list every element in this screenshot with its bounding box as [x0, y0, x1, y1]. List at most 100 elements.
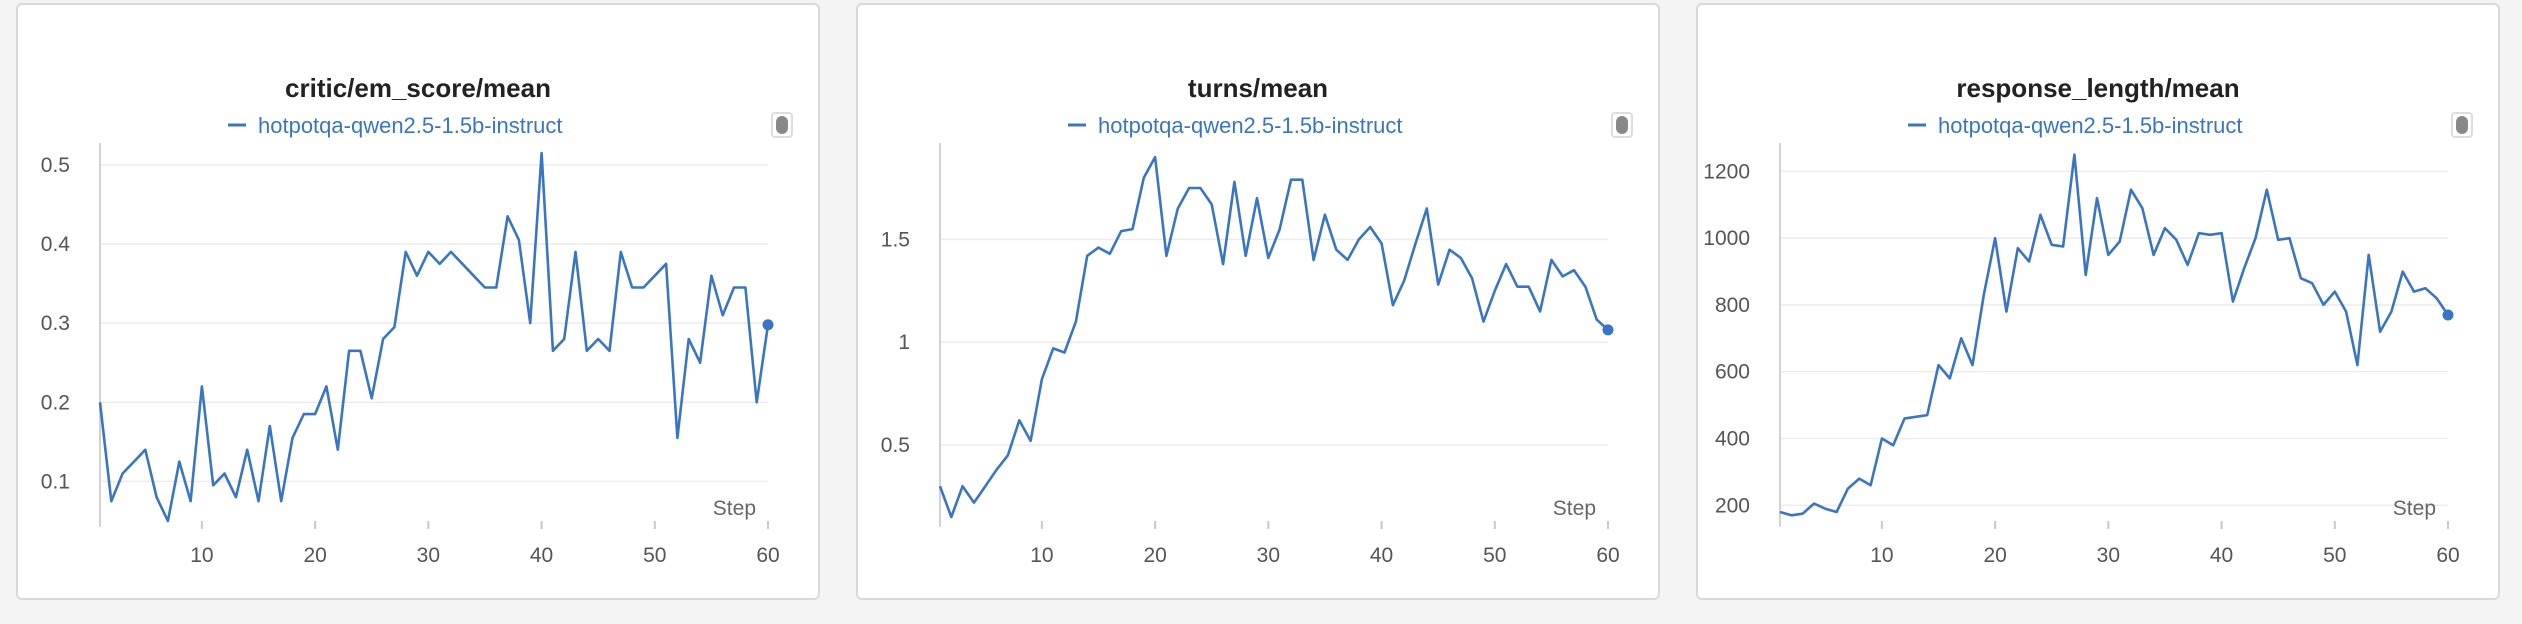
data-point	[2344, 310, 2348, 314]
data-point	[1232, 180, 1236, 184]
data-point	[155, 495, 159, 499]
data-point	[143, 448, 147, 452]
legend-label[interactable]: hotpotqa-qwen2.5-1.5b-instruct	[258, 113, 563, 138]
toggle-frame	[1611, 112, 1633, 138]
data-point	[540, 151, 544, 155]
data-point	[1447, 248, 1451, 252]
data-point	[653, 274, 657, 278]
data-point	[1846, 487, 1850, 491]
data-point	[1187, 186, 1191, 190]
data-point	[324, 384, 328, 388]
data-point	[506, 214, 510, 218]
data-point	[392, 325, 396, 329]
legend-label[interactable]: hotpotqa-qwen2.5-1.5b-instruct	[1938, 113, 2243, 138]
data-point	[98, 400, 102, 404]
data-point	[1504, 262, 1508, 266]
data-point	[1312, 258, 1316, 262]
data-point	[983, 484, 987, 488]
data-point	[949, 515, 953, 519]
chart-svg: turns/mean hotpotqa-qwen2.5-1.5b-instruct…	[881, 73, 1633, 567]
data-point	[2299, 276, 2303, 280]
data-point	[336, 448, 340, 452]
data-point	[1538, 309, 1542, 313]
x-tick-label: 60	[1596, 544, 1619, 567]
data-point	[438, 262, 442, 266]
y-tick-label: 600	[1715, 361, 1750, 384]
data-point	[1891, 443, 1895, 447]
data-point	[1221, 262, 1225, 266]
data-point	[472, 274, 476, 278]
data-point	[2254, 236, 2258, 240]
data-point	[2174, 238, 2178, 242]
data-point	[1959, 336, 1963, 340]
data-point	[121, 471, 125, 475]
data-point	[1391, 303, 1395, 307]
data-point	[732, 286, 736, 290]
data-point	[2333, 290, 2337, 294]
data-point	[1323, 213, 1327, 217]
data-point	[1040, 377, 1044, 381]
settings-toggle-icon[interactable]	[2451, 112, 2473, 138]
y-tick-label: 0.2	[41, 391, 70, 414]
data-point	[2050, 243, 2054, 247]
data-point	[585, 349, 589, 353]
data-point	[1255, 196, 1259, 200]
data-point	[1085, 254, 1089, 258]
y-tick-label: 400	[1715, 428, 1750, 451]
x-tick-label: 30	[1257, 544, 1280, 567]
data-point	[426, 250, 430, 254]
y-tick-label: 1.5	[881, 228, 910, 251]
data-point	[109, 499, 113, 503]
data-point	[995, 468, 999, 472]
data-point	[1142, 176, 1146, 180]
y-tick-label: 0.1	[41, 470, 70, 493]
x-tick-label: 10	[1870, 544, 1893, 567]
data-point	[1334, 248, 1338, 252]
settings-toggle-icon[interactable]	[771, 112, 793, 138]
data-point	[1812, 502, 1816, 506]
y-tick-label: 1	[898, 331, 910, 354]
data-point	[1869, 483, 1873, 487]
data-point	[1925, 413, 1929, 417]
data-point	[961, 484, 965, 488]
data-point	[1948, 376, 1952, 380]
data-point	[2163, 226, 2167, 230]
data-point	[166, 519, 170, 523]
data-point	[2435, 296, 2439, 300]
x-tick-label: 20	[1143, 544, 1166, 567]
data-point	[1074, 320, 1078, 324]
data-point	[2118, 239, 2122, 243]
data-point	[313, 412, 317, 416]
data-point	[1493, 289, 1497, 293]
data-point	[1425, 207, 1429, 211]
chart-title: turns/mean	[1188, 73, 1328, 103]
data-point	[177, 460, 181, 464]
data-point	[709, 274, 713, 278]
data-point	[1210, 202, 1214, 206]
data-point	[1481, 320, 1485, 324]
data-point	[1572, 268, 1576, 272]
data-point	[641, 286, 645, 290]
data-point	[1459, 256, 1463, 260]
data-point	[494, 286, 498, 290]
data-point	[370, 396, 374, 400]
chart-title: critic/em_score/mean	[285, 73, 551, 103]
x-tick-label: 40	[530, 544, 553, 567]
data-point	[972, 501, 976, 505]
data-point	[1278, 227, 1282, 231]
data-point	[528, 321, 532, 325]
y-tick-label: 200	[1715, 494, 1750, 517]
y-tick-label: 800	[1715, 294, 1750, 317]
data-point	[1176, 207, 1180, 211]
data-point	[664, 262, 668, 266]
data-point	[200, 384, 204, 388]
x-axis-label: Step	[2393, 497, 2436, 520]
data-point	[302, 412, 306, 416]
settings-toggle-icon[interactable]	[1611, 112, 1633, 138]
x-tick-label: 60	[756, 544, 779, 567]
legend-label[interactable]: hotpotqa-qwen2.5-1.5b-instruct	[1098, 113, 1403, 138]
data-point	[2038, 213, 2042, 217]
data-point	[415, 274, 419, 278]
data-point	[2095, 196, 2099, 200]
data-point	[2027, 260, 2031, 264]
